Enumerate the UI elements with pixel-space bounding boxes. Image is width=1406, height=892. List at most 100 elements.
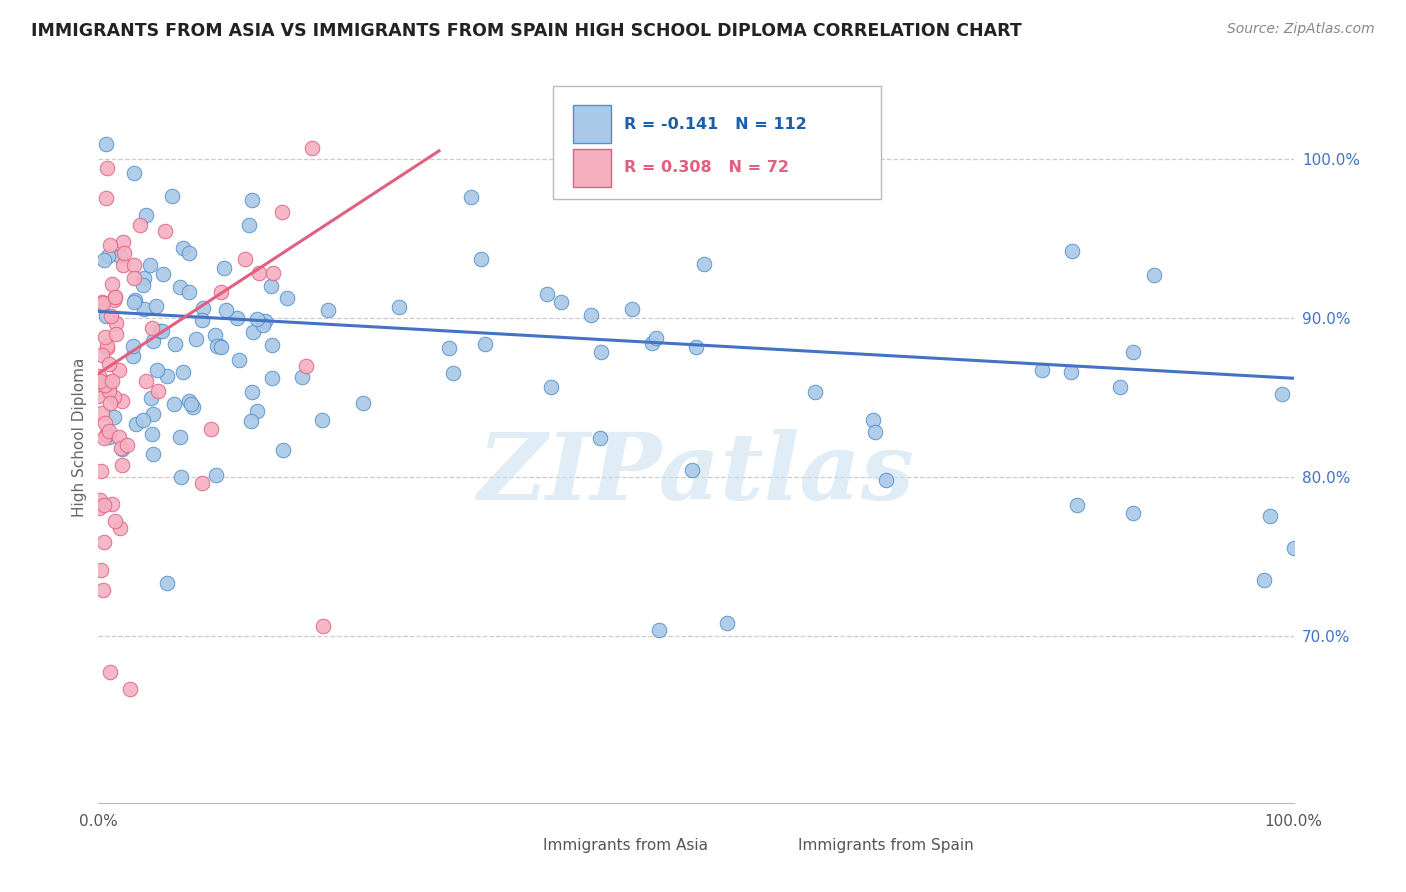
Point <box>260 337 283 351</box>
Point <box>122 259 145 273</box>
Point <box>91 406 114 420</box>
Text: Immigrants from Spain: Immigrants from Spain <box>797 838 973 854</box>
Point <box>1109 380 1132 394</box>
Point <box>94 377 117 392</box>
Point <box>209 339 232 353</box>
Point <box>93 296 115 310</box>
Point <box>460 189 482 203</box>
Point <box>114 245 136 260</box>
Point <box>212 260 235 275</box>
Point <box>104 290 127 304</box>
Point <box>1253 573 1275 587</box>
Point <box>87 377 110 392</box>
Point <box>145 363 167 377</box>
Point <box>179 285 201 300</box>
Point <box>238 219 260 233</box>
Point <box>93 253 115 268</box>
Point <box>589 431 612 445</box>
Point <box>163 397 186 411</box>
Point <box>108 249 131 263</box>
Point <box>93 582 115 597</box>
Point <box>240 414 263 428</box>
Point <box>621 302 644 317</box>
Point <box>180 397 202 411</box>
Point <box>165 337 187 351</box>
Point <box>118 681 141 696</box>
Point <box>132 270 155 285</box>
Point <box>139 258 162 272</box>
Point <box>87 389 110 403</box>
Point <box>804 385 827 400</box>
Point <box>242 325 264 339</box>
Point <box>716 615 738 630</box>
Point <box>142 447 165 461</box>
Point <box>205 339 228 353</box>
Point <box>581 309 603 323</box>
Point <box>540 380 562 394</box>
Point <box>98 384 121 398</box>
Text: R = -0.141   N = 112: R = -0.141 N = 112 <box>624 117 807 131</box>
Point <box>89 298 111 312</box>
Point <box>191 313 214 327</box>
Point <box>90 464 112 478</box>
Point <box>693 257 716 271</box>
Point <box>122 295 145 310</box>
Point <box>142 407 165 421</box>
Point <box>262 266 284 280</box>
Point <box>209 340 232 354</box>
Point <box>101 277 124 291</box>
Point <box>1122 344 1144 359</box>
Text: ZIPatlas: ZIPatlas <box>478 429 914 518</box>
Point <box>316 303 339 318</box>
Point <box>101 497 124 511</box>
Point <box>276 291 298 305</box>
Point <box>1143 268 1166 283</box>
Point <box>141 320 163 334</box>
Point <box>135 374 157 388</box>
Point <box>172 241 194 255</box>
Point <box>94 330 117 344</box>
Bar <box>572 149 612 187</box>
Point <box>150 324 173 338</box>
Point <box>247 266 270 280</box>
Point <box>228 353 250 368</box>
Text: Immigrants from Asia: Immigrants from Asia <box>543 838 709 854</box>
Point <box>156 368 179 383</box>
Text: R = 0.308   N = 72: R = 0.308 N = 72 <box>624 161 789 176</box>
Point <box>177 393 200 408</box>
Point <box>97 249 120 263</box>
Text: Source: ZipAtlas.com: Source: ZipAtlas.com <box>1227 22 1375 37</box>
Point <box>103 410 125 425</box>
Point <box>246 404 269 418</box>
Point <box>98 665 122 679</box>
Point <box>204 328 226 343</box>
Point <box>156 575 179 590</box>
Point <box>1031 363 1053 377</box>
Point <box>169 280 191 294</box>
Point <box>89 374 111 388</box>
Point <box>94 136 117 151</box>
Point <box>104 514 127 528</box>
Point <box>132 413 155 427</box>
Point <box>110 521 132 535</box>
Point <box>100 374 122 388</box>
Point <box>1060 244 1083 258</box>
Point <box>108 430 131 444</box>
Point <box>169 430 191 444</box>
Point <box>105 326 128 341</box>
Point <box>97 357 120 371</box>
Point <box>312 619 335 633</box>
Point <box>252 318 274 332</box>
Point <box>93 431 115 445</box>
Point <box>89 492 111 507</box>
Point <box>122 338 145 352</box>
Point <box>104 316 127 330</box>
Point <box>149 324 172 338</box>
Point <box>301 141 323 155</box>
Point <box>191 475 214 490</box>
FancyBboxPatch shape <box>553 86 882 200</box>
Point <box>110 442 132 456</box>
Point <box>132 278 155 293</box>
Point <box>437 341 460 355</box>
Point <box>89 369 111 384</box>
